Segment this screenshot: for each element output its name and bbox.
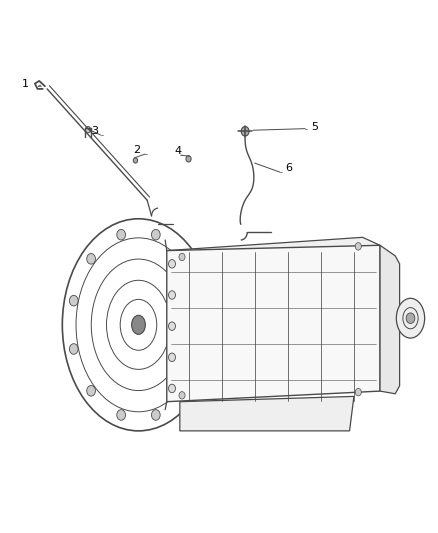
Circle shape [87, 254, 95, 264]
Circle shape [85, 126, 91, 133]
Circle shape [355, 389, 361, 396]
Polygon shape [380, 245, 399, 394]
Circle shape [199, 344, 208, 354]
Circle shape [181, 254, 190, 264]
Text: 5: 5 [311, 122, 318, 132]
Circle shape [117, 410, 126, 420]
Circle shape [152, 229, 160, 240]
Text: 2: 2 [133, 145, 140, 155]
Circle shape [69, 344, 78, 354]
Circle shape [179, 253, 185, 261]
Circle shape [199, 295, 208, 306]
Polygon shape [180, 397, 354, 431]
Circle shape [169, 291, 176, 299]
Circle shape [179, 392, 185, 399]
Circle shape [186, 156, 191, 162]
Circle shape [69, 295, 78, 306]
Polygon shape [167, 245, 380, 402]
Circle shape [169, 260, 176, 268]
Circle shape [152, 410, 160, 420]
Circle shape [87, 385, 95, 396]
Circle shape [133, 158, 138, 163]
Ellipse shape [132, 316, 145, 334]
Circle shape [169, 384, 176, 393]
Circle shape [355, 243, 361, 250]
Text: 3: 3 [92, 126, 99, 136]
Text: 1: 1 [22, 78, 29, 88]
Circle shape [406, 313, 415, 324]
Circle shape [241, 126, 249, 136]
Circle shape [181, 385, 190, 396]
Ellipse shape [396, 298, 425, 338]
Circle shape [169, 322, 176, 330]
Circle shape [169, 353, 176, 361]
Polygon shape [167, 237, 380, 259]
Circle shape [117, 229, 126, 240]
Text: 6: 6 [285, 164, 292, 173]
Text: 4: 4 [174, 146, 181, 156]
